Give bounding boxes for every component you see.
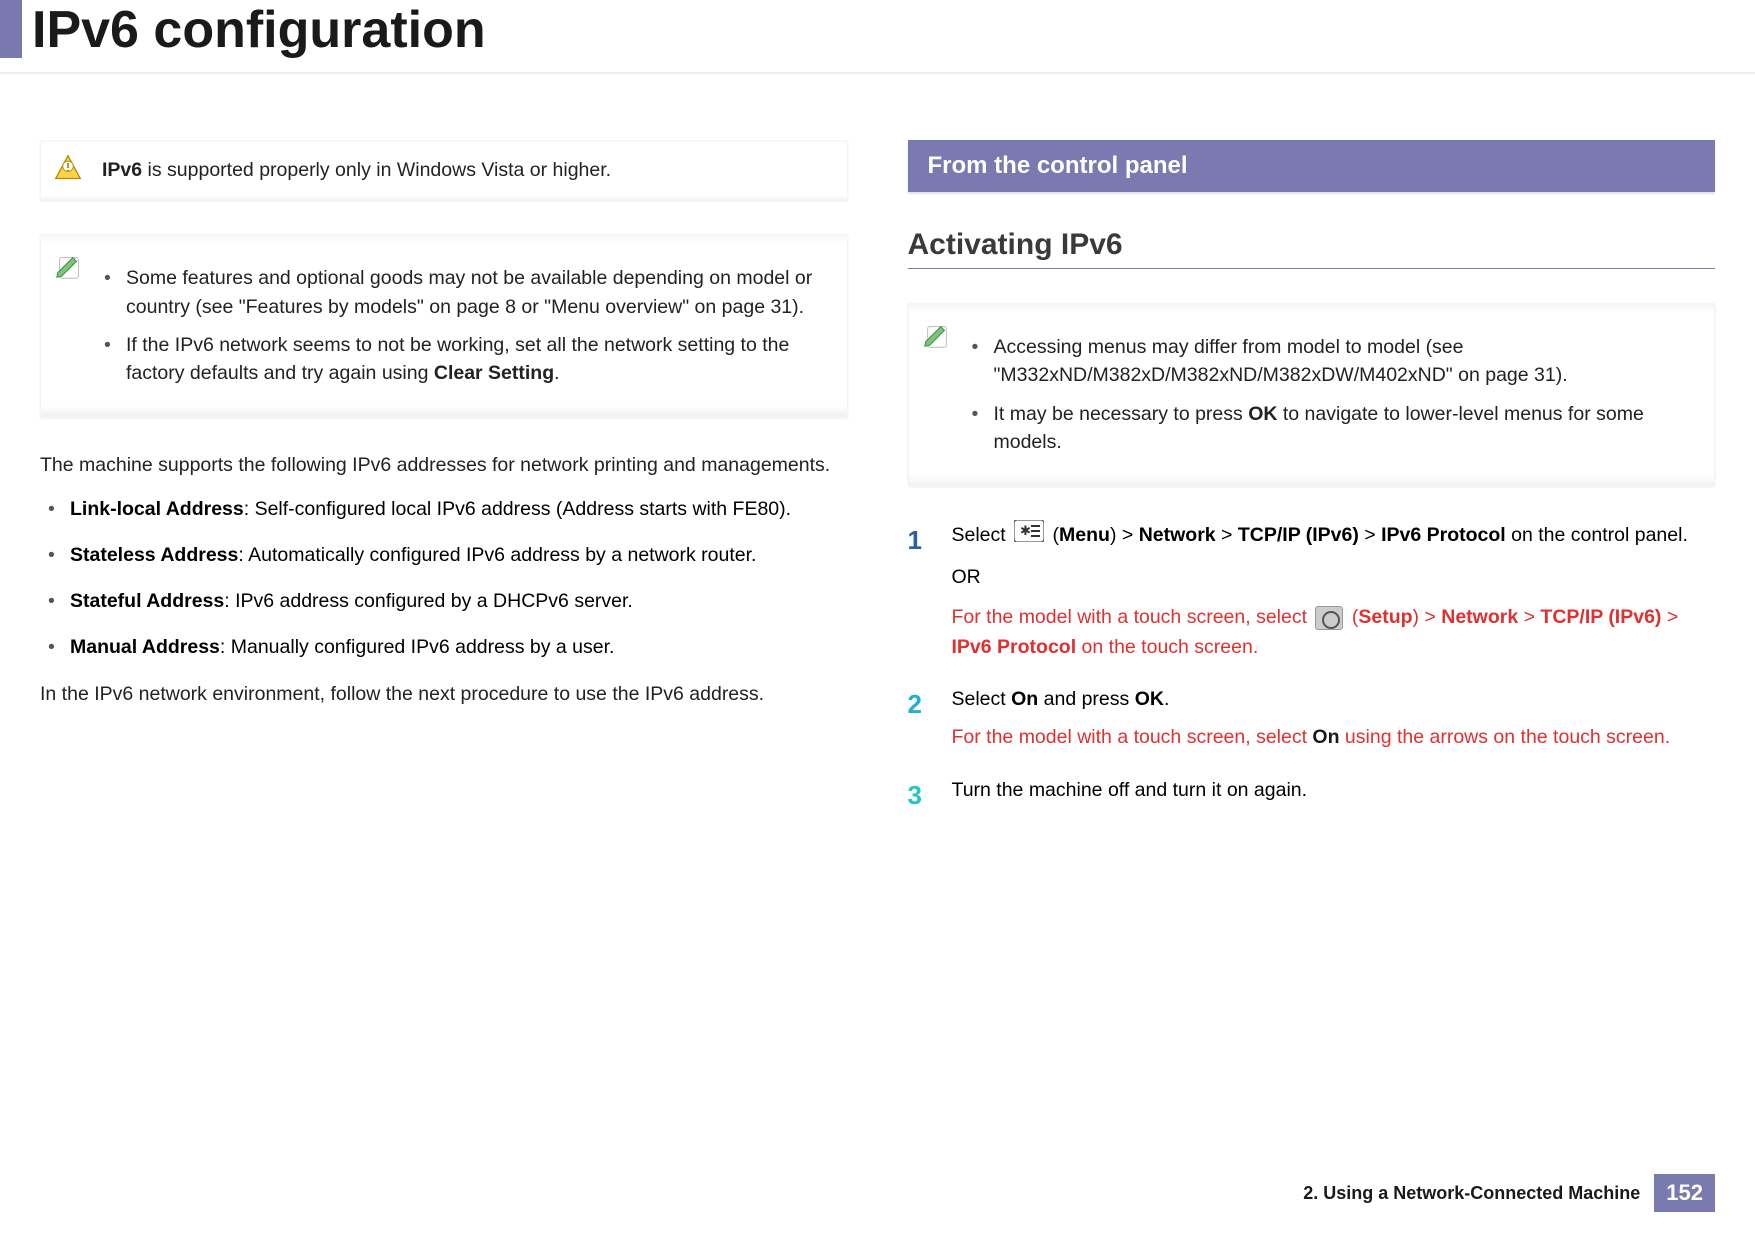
- note-box-right: Accessing menus may differ from model to…: [908, 303, 1716, 486]
- page-number: 152: [1654, 1174, 1715, 1212]
- s1-tcpip: TCP/IP (IPv6): [1238, 524, 1359, 546]
- addr4-label: Manual Address: [70, 636, 220, 658]
- addr2-desc: : Automatically configured IPv6 address …: [238, 544, 756, 566]
- s1t-proto: IPv6 Protocol: [952, 636, 1077, 658]
- warning-icon: [54, 154, 82, 182]
- address-item-3: Stateful Address: IPv6 address configure…: [40, 587, 848, 615]
- step-1-touch: For the model with a touch screen, selec…: [952, 602, 1716, 662]
- note-icon: [54, 252, 84, 282]
- address-item-1: Link-local Address: Self-configured loca…: [40, 495, 848, 523]
- s1t-tcpip: TCP/IP (IPv6): [1540, 606, 1661, 628]
- subsection-title: Activating IPv6: [908, 228, 1716, 269]
- s1t-setup: Setup: [1358, 606, 1412, 628]
- addr2-label: Stateless Address: [70, 544, 238, 566]
- right-column: From the control panel Activating IPv6 A…: [908, 140, 1716, 837]
- step-1-body: Select ✱ (Menu) > Network > TCP/IP (IPv6…: [952, 520, 1716, 662]
- step-2-body: Select On and press OK. For the model wi…: [952, 684, 1716, 752]
- note-right-list: Accessing menus may differ from model to…: [970, 333, 1696, 456]
- note1-mid: or: [521, 296, 538, 318]
- s1-network: Network: [1139, 524, 1216, 546]
- warning-rest: is supported properly only in Windows Vi…: [142, 159, 611, 181]
- s2-ok: OK: [1135, 688, 1164, 710]
- step-3: 3 Turn the machine off and turn it on ag…: [908, 775, 1716, 815]
- note2-bold: Clear Setting: [434, 362, 554, 384]
- address-list: Link-local Address: Self-configured loca…: [40, 495, 848, 662]
- s1-post: on the control panel.: [1506, 524, 1688, 546]
- s2-on: On: [1011, 688, 1038, 710]
- rn2-bold: OK: [1248, 403, 1277, 425]
- page-title: IPv6 configuration: [32, 0, 486, 60]
- s2t-pre: For the model with a touch screen, selec…: [952, 726, 1313, 748]
- note-icon: [922, 321, 952, 351]
- left-column: IPv6 is supported properly only in Windo…: [40, 140, 848, 837]
- addr3-label: Stateful Address: [70, 590, 224, 612]
- s2t-mid: using the arrows on the touch screen.: [1340, 726, 1671, 748]
- warning-box: IPv6 is supported properly only in Windo…: [40, 140, 848, 200]
- step-1-line1: Select ✱ (Menu) > Network > TCP/IP (IPv6…: [952, 520, 1716, 551]
- s2-mid: and press: [1038, 688, 1134, 710]
- step-2-number: 2: [908, 684, 934, 752]
- addr3-desc: : IPv6 address configured by a DHCPv6 se…: [224, 590, 633, 612]
- step-2-line1: Select On and press OK.: [952, 684, 1716, 714]
- note-left-list: Some features and optional goods may not…: [102, 264, 828, 387]
- intro-text: The machine supports the following IPv6 …: [40, 451, 848, 480]
- s2t-on: On: [1312, 726, 1339, 748]
- s1t-post: on the touch screen.: [1076, 636, 1258, 658]
- step-3-number: 3: [908, 775, 934, 815]
- step-1: 1 Select ✱ (Menu) > Network >: [908, 520, 1716, 662]
- title-underline: [0, 72, 1755, 75]
- menu-icon: ✱: [1014, 520, 1044, 551]
- note-right-item-1: Accessing menus may differ from model to…: [970, 333, 1696, 390]
- note-right-item-2: It may be necessary to press OK to navig…: [970, 400, 1696, 457]
- s1t-pre: For the model with a touch screen, selec…: [952, 606, 1313, 628]
- warning-prefix: IPv6: [102, 159, 142, 181]
- step-3-body: Turn the machine off and turn it on agai…: [952, 775, 1716, 815]
- address-item-2: Stateless Address: Automatically configu…: [40, 541, 848, 569]
- header-accent-bar: [0, 0, 22, 58]
- note-left-item-1: Some features and optional goods may not…: [102, 264, 828, 321]
- outro-text: In the IPv6 network environment, follow …: [40, 680, 848, 709]
- s2-end: .: [1164, 688, 1169, 710]
- step-1-number: 1: [908, 520, 934, 662]
- addr1-label: Link-local Address: [70, 498, 244, 520]
- step-1-or: OR: [952, 562, 1716, 592]
- addr1-desc: : Self-configured local IPv6 address (Ad…: [244, 498, 791, 520]
- rn2-pre: It may be necessary to press: [994, 403, 1249, 425]
- s1-pre: Select: [952, 524, 1012, 546]
- svg-text:✱: ✱: [1020, 523, 1031, 538]
- setup-icon: [1315, 606, 1343, 630]
- note1-post: "Menu overview" on page 31).: [539, 296, 804, 318]
- warning-text: IPv6 is supported properly only in Windo…: [102, 159, 611, 181]
- step-2-touch: For the model with a touch screen, selec…: [952, 722, 1716, 752]
- s1-menu: Menu: [1059, 524, 1110, 546]
- content-columns: IPv6 is supported properly only in Windo…: [40, 140, 1715, 837]
- note2-post: .: [554, 362, 559, 384]
- s1t-net: Network: [1441, 606, 1518, 628]
- footer: 2. Using a Network-Connected Machine 152: [1303, 1174, 1715, 1212]
- step-2: 2 Select On and press OK. For the model …: [908, 684, 1716, 752]
- note-left-item-2: If the IPv6 network seems to not be work…: [102, 331, 828, 388]
- section-banner: From the control panel: [908, 140, 1716, 192]
- address-item-4: Manual Address: Manually configured IPv6…: [40, 633, 848, 661]
- s1-proto: IPv6 Protocol: [1381, 524, 1506, 546]
- addr4-desc: : Manually configured IPv6 address by a …: [220, 636, 615, 658]
- footer-chapter: 2. Using a Network-Connected Machine: [1303, 1183, 1640, 1204]
- note-box-left: Some features and optional goods may not…: [40, 234, 848, 417]
- s2-pre: Select: [952, 688, 1012, 710]
